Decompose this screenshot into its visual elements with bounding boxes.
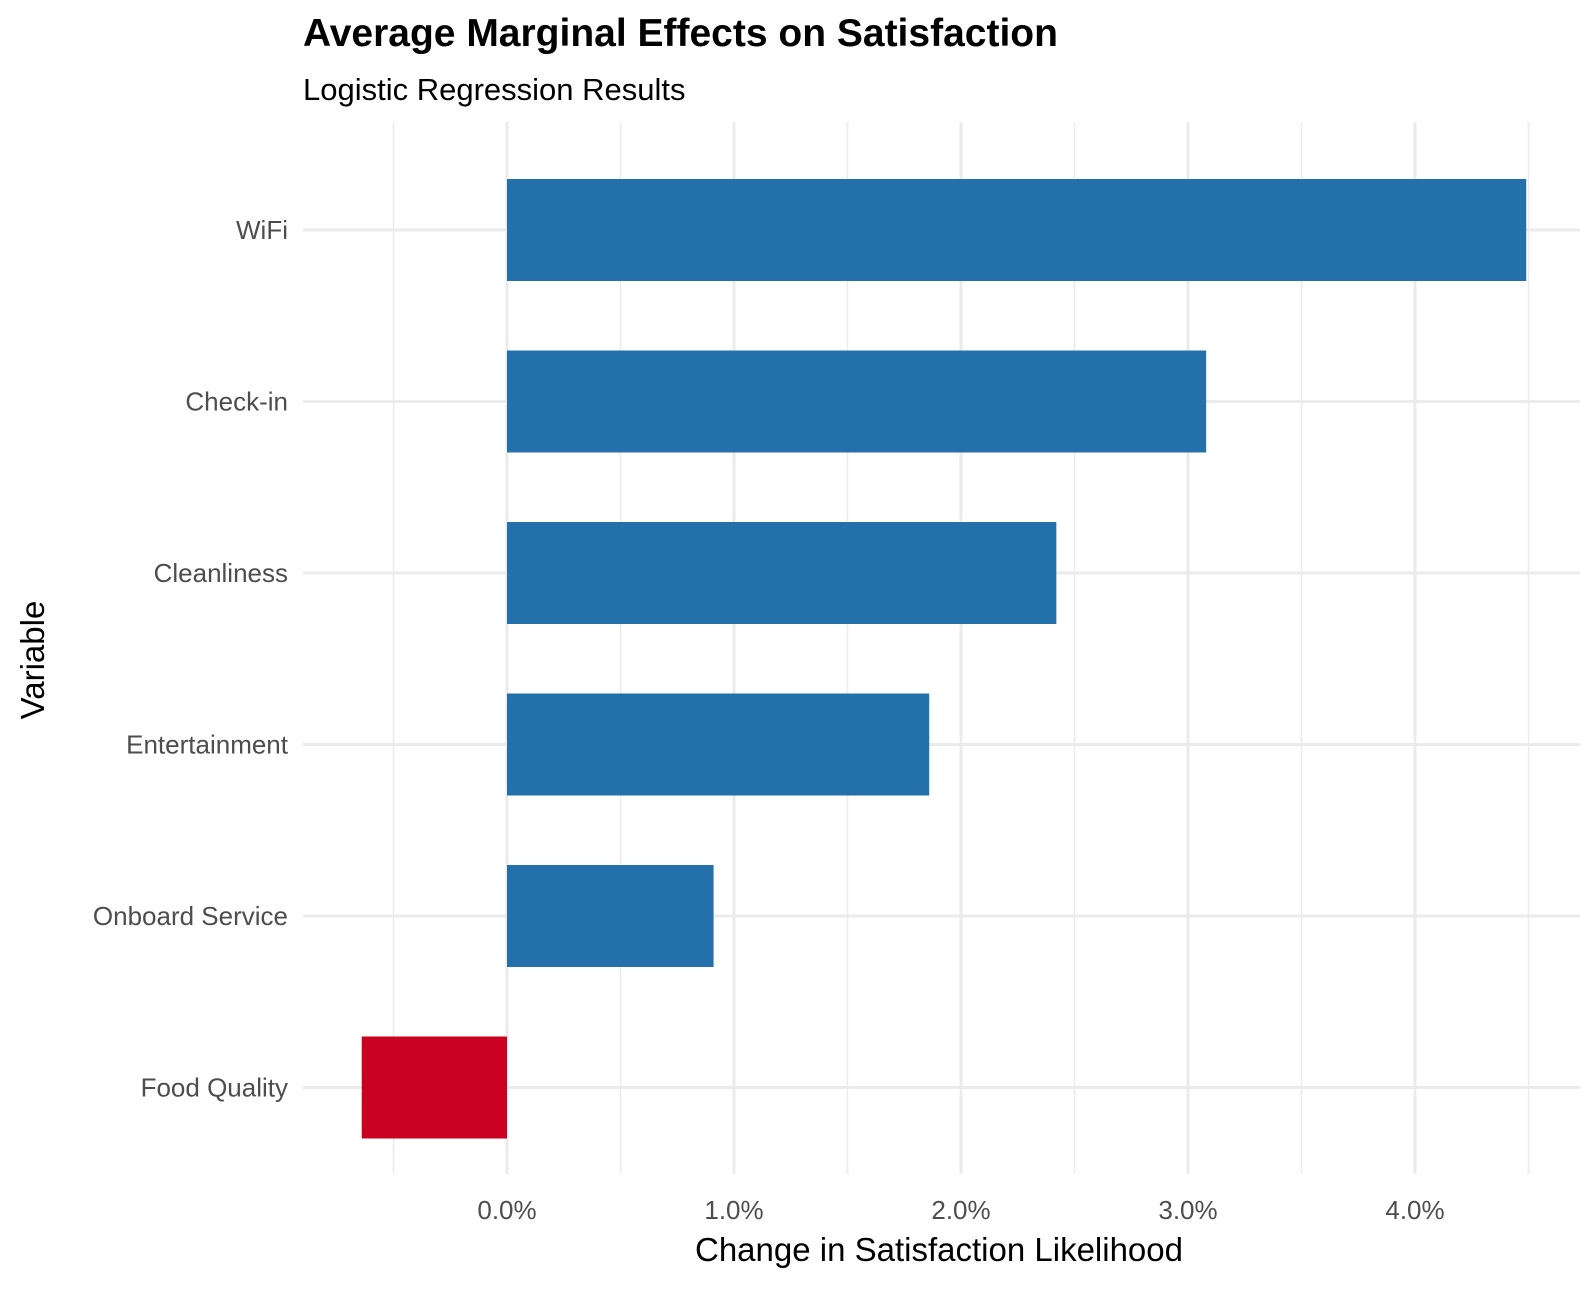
bar-food-quality <box>361 1036 507 1139</box>
x-tick-label: 0.0% <box>477 1195 536 1225</box>
y-axis-title: Variable <box>14 601 51 720</box>
y-tick-label: WiFi <box>236 215 288 245</box>
bar-wifi <box>507 179 1527 281</box>
bars <box>361 179 1527 1139</box>
x-tick-label: 4.0% <box>1385 1195 1444 1225</box>
bar-entertainment <box>507 693 930 796</box>
y-tick-label: Cleanliness <box>154 558 288 588</box>
chart-subtitle: Logistic Regression Results <box>303 72 686 107</box>
y-tick-label: Entertainment <box>126 730 289 760</box>
y-tick-label: Check-in <box>185 387 288 417</box>
x-axis-title: Change in Satisfaction Likelihood <box>695 1231 1183 1268</box>
y-tick-label: Food Quality <box>141 1073 288 1103</box>
bar-cleanliness <box>507 522 1057 624</box>
chart-title: Average Marginal Effects on Satisfaction <box>303 12 1058 55</box>
x-tick-label: 1.0% <box>704 1195 763 1225</box>
y-tick-label: Onboard Service <box>93 901 288 931</box>
bar-check-in <box>507 350 1207 453</box>
x-tick-label: 3.0% <box>1158 1195 1217 1225</box>
x-tick-label: 2.0% <box>931 1195 990 1225</box>
tick-labels: WiFi Check-in Cleanliness Entertainment Onbo… <box>93 215 1445 1225</box>
bar-onboard-service <box>507 865 714 967</box>
